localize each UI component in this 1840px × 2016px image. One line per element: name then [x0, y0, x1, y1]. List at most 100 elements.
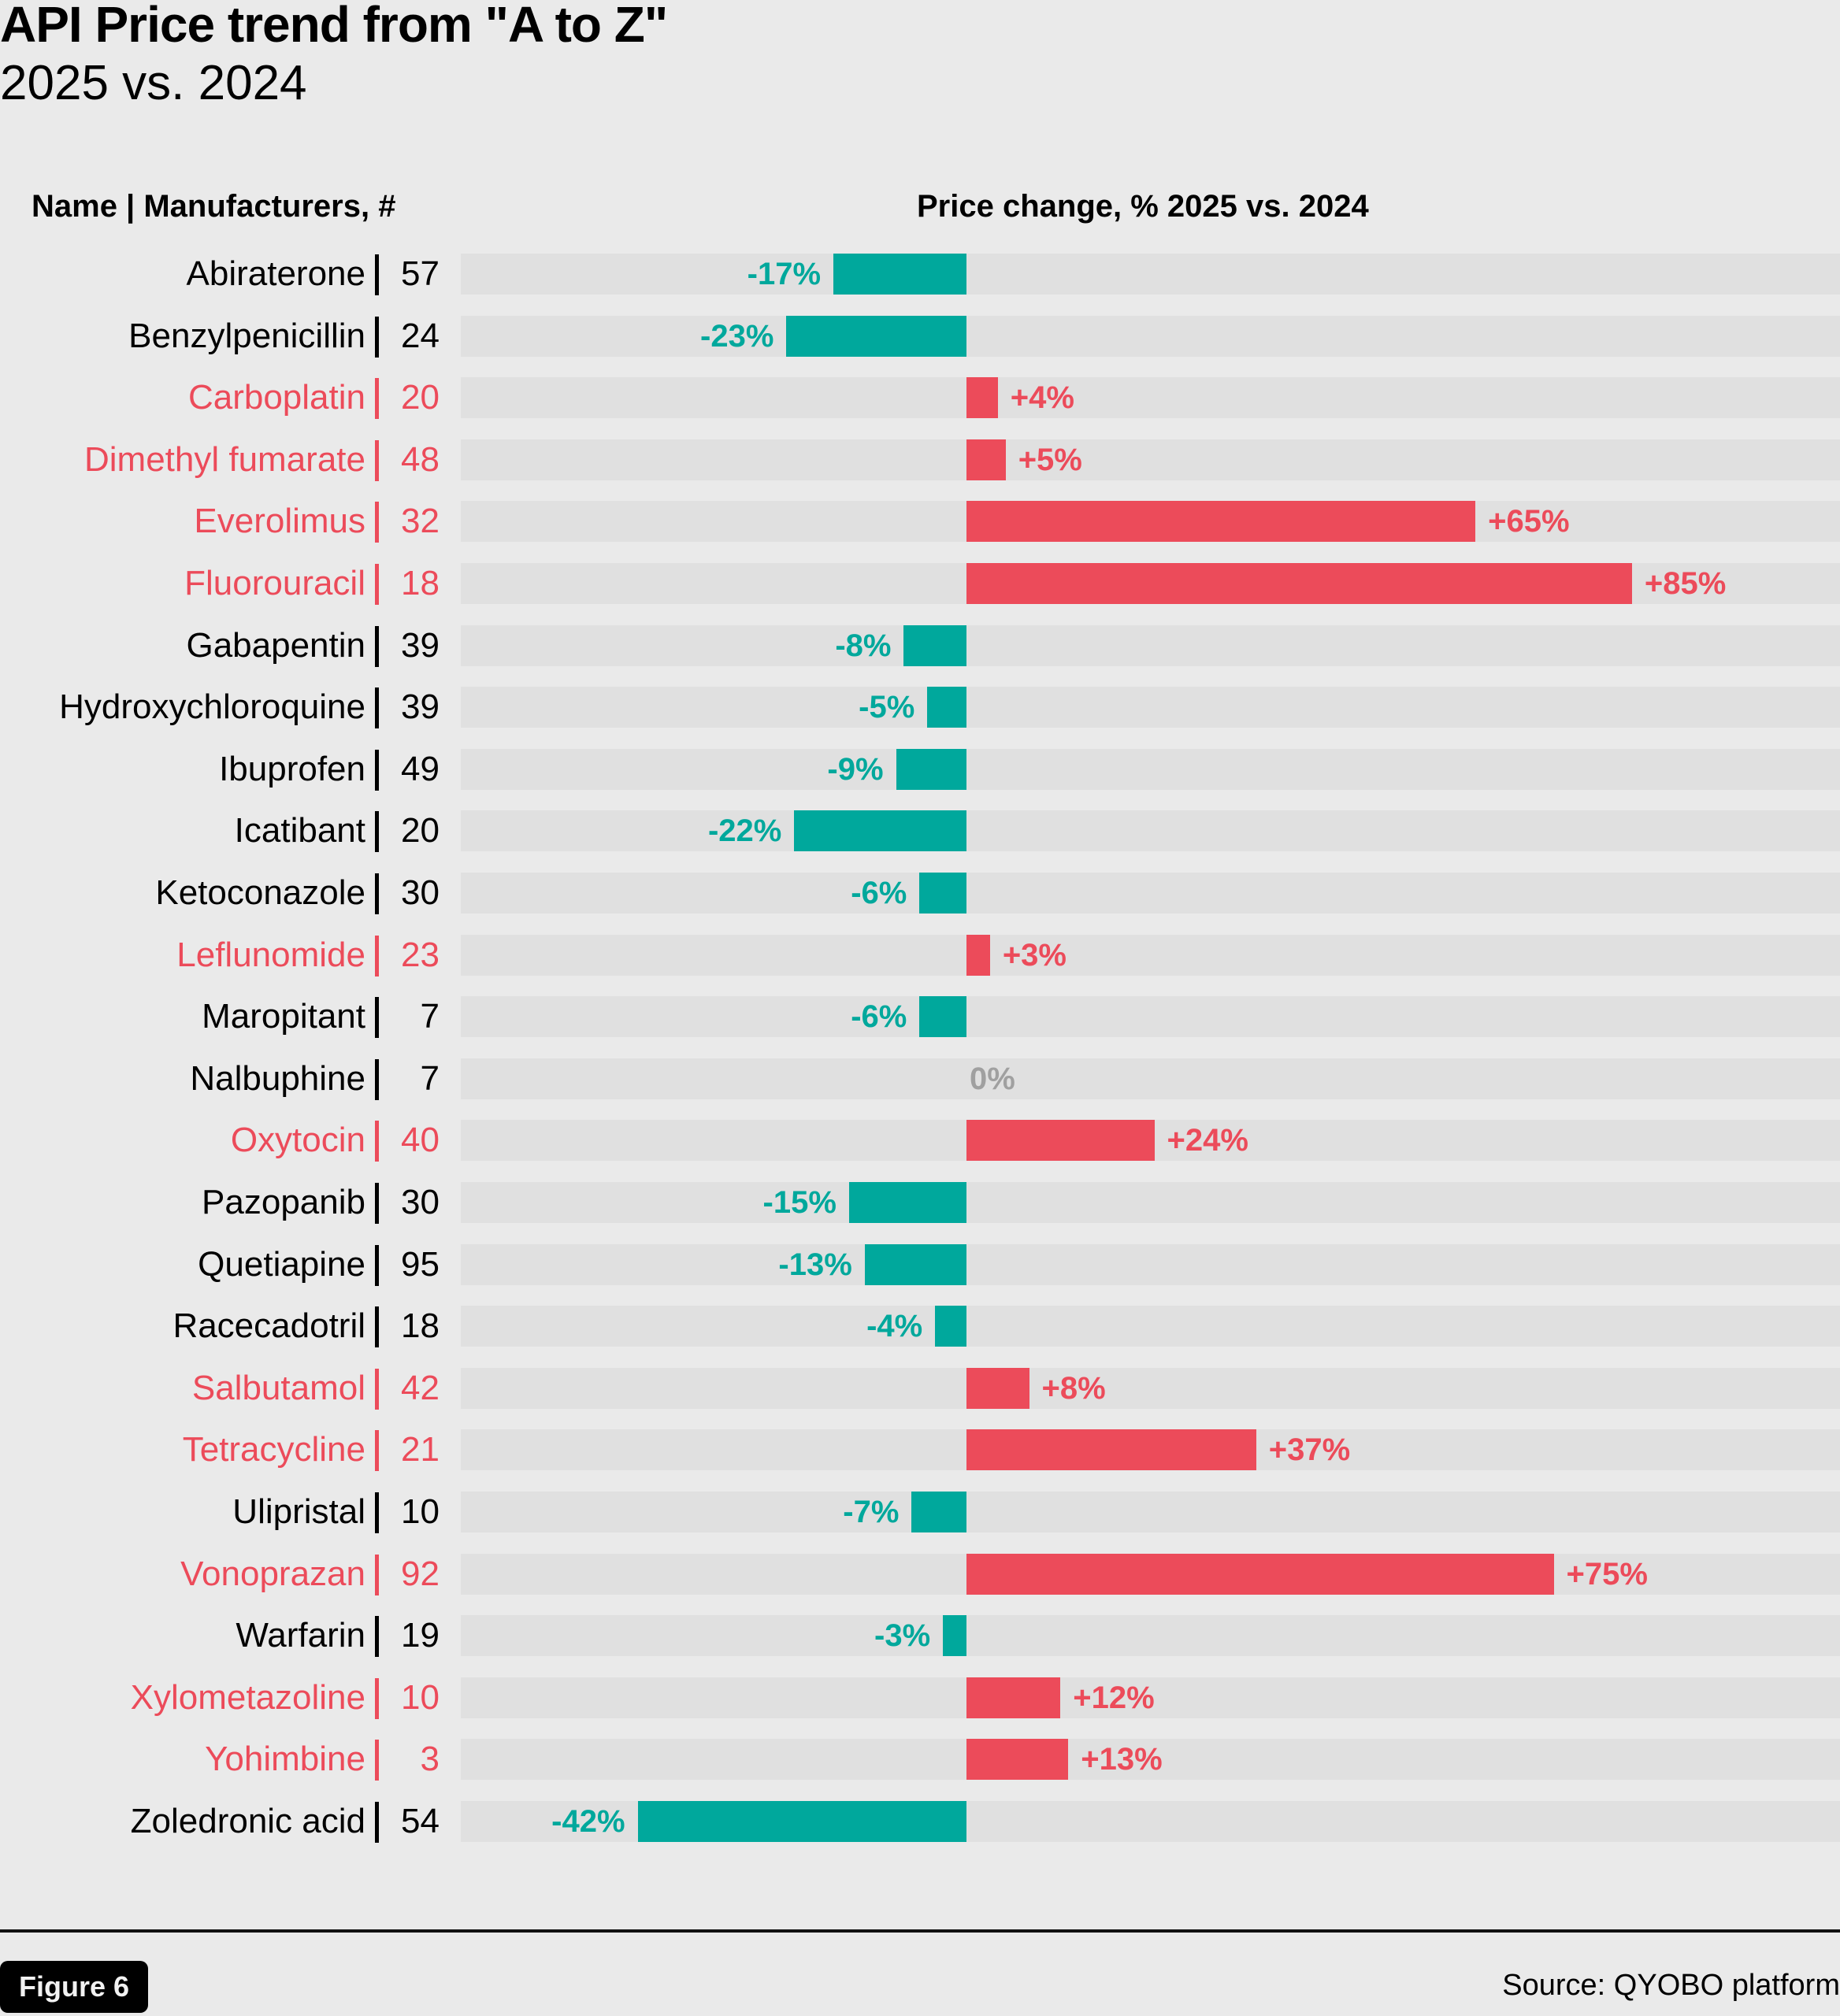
category-label: Salbutamol: [191, 1368, 365, 1407]
bar-track: [461, 1739, 1840, 1781]
label-separator: [375, 1368, 379, 1410]
label-separator: [375, 1306, 379, 1348]
value-label: +13%: [1081, 1742, 1163, 1777]
category-label: Xylometazoline: [130, 1677, 365, 1717]
bar-track: [461, 1306, 1840, 1347]
label-separator: [375, 687, 379, 729]
label-separator: [375, 625, 379, 667]
value-label: -3%: [874, 1618, 931, 1654]
category-label: Zoledronic acid: [130, 1802, 365, 1840]
label-separator: [375, 1616, 379, 1658]
manufacturer-count: 39: [401, 625, 440, 665]
label-separator: [375, 316, 379, 358]
chart-row: Abiraterone 57 -17%: [0, 254, 1840, 295]
label-separator: [375, 997, 379, 1039]
value-label: +8%: [1041, 1370, 1106, 1406]
chart-row: Oxytocin 40 +24%: [0, 1120, 1840, 1162]
manufacturer-count: 3: [420, 1740, 440, 1779]
label-separator: [375, 935, 379, 976]
decrease-bar: [794, 810, 966, 852]
manufacturer-count: 7: [420, 997, 440, 1036]
chart-row: Maropitant 7 -6%: [0, 996, 1840, 1039]
figure-badge: Figure 6: [0, 1961, 149, 2013]
category-label: Quetiapine: [198, 1244, 365, 1284]
label-separator: [375, 1121, 379, 1162]
chart-row: Pazopanib 30 -15%: [0, 1182, 1840, 1224]
chart-row: Ulipristal 10 -7%: [0, 1492, 1840, 1533]
increase-bar: [966, 1120, 1155, 1162]
label-separator: [375, 1058, 379, 1100]
manufacturer-count: 32: [401, 502, 440, 541]
value-label: +3%: [1002, 937, 1067, 973]
category-label: Warfarin: [236, 1616, 365, 1655]
manufacturer-count: 39: [401, 687, 440, 727]
value-label: -8%: [835, 628, 892, 663]
chart-row: Ibuprofen 49 -9%: [0, 748, 1840, 791]
value-label: -4%: [866, 1309, 923, 1344]
bar-track: [461, 687, 1840, 728]
category-label: Ulipristal: [232, 1492, 365, 1531]
increase-bar: [966, 377, 998, 419]
chart-row: Hydroxychloroquine 39 -5%: [0, 687, 1840, 729]
category-label: Dimethyl fumarate: [83, 439, 365, 479]
chart-row: Carboplatin 20 +4%: [0, 377, 1840, 420]
category-label: Tetracycline: [182, 1430, 365, 1469]
category-label: Maropitant: [202, 997, 365, 1036]
chart-row: Vonoprazan 92 +75%: [0, 1553, 1840, 1595]
chart-row: Quetiapine 95 -13%: [0, 1243, 1840, 1286]
value-label: -5%: [859, 690, 915, 725]
chart-row: Racecadotril 18 -4%: [0, 1306, 1840, 1348]
increase-bar: [966, 563, 1632, 604]
label-separator: [375, 873, 379, 914]
value-label: +12%: [1073, 1680, 1155, 1715]
label-separator: [375, 378, 379, 420]
category-label: Oxytocin: [230, 1121, 365, 1160]
chart-row: Everolimus 32 +65%: [0, 501, 1840, 543]
bar-track: [461, 624, 1840, 666]
bar-track: [461, 1058, 1840, 1099]
chart-row: Xylometazoline 10 +12%: [0, 1677, 1840, 1719]
label-separator: [375, 1183, 379, 1224]
category-label: Icatibant: [234, 811, 365, 850]
decrease-bar: [903, 624, 966, 666]
bar-track: [461, 315, 1840, 357]
chart-row: Fluorouracil 18 +85%: [0, 563, 1840, 605]
increase-bar: [966, 1553, 1554, 1595]
bar-track: [461, 934, 1840, 976]
value-label: +4%: [1010, 380, 1074, 416]
manufacturer-count: 30: [401, 873, 440, 912]
manufacturer-count: 40: [401, 1121, 440, 1160]
value-label: -6%: [851, 876, 907, 910]
decrease-bar: [864, 1243, 966, 1285]
chart-row: Ketoconazole 30 -6%: [0, 873, 1840, 914]
footer-divider: [0, 1929, 1840, 1933]
increase-bar: [966, 1429, 1256, 1471]
label-separator: [375, 811, 379, 853]
value-label: +5%: [1018, 442, 1082, 477]
chart-row: Nalbuphine 7 0%: [0, 1058, 1840, 1100]
value-label: +65%: [1488, 504, 1570, 539]
decrease-bar: [833, 254, 966, 295]
bar-track: [461, 1367, 1840, 1409]
increase-bar: [966, 439, 1006, 480]
bar-track: [461, 1243, 1840, 1285]
label-separator: [375, 254, 379, 295]
value-label: +37%: [1268, 1432, 1351, 1468]
value-label: -17%: [747, 257, 822, 291]
chart-row: Salbutamol 42 +8%: [0, 1367, 1840, 1410]
value-label: -15%: [762, 1185, 837, 1220]
value-label: +75%: [1566, 1556, 1648, 1592]
bar-track: [461, 873, 1840, 914]
bar-track: [461, 1182, 1840, 1223]
bar-track: [461, 254, 1840, 295]
bar-track: [461, 377, 1840, 419]
decrease-bar: [943, 1615, 966, 1657]
manufacturer-count: 20: [401, 811, 440, 850]
bar-track: [461, 1615, 1840, 1657]
value-label: -22%: [707, 813, 782, 849]
decrease-bar: [637, 1801, 966, 1842]
category-label: Racecadotril: [172, 1306, 365, 1346]
category-label: Hydroxychloroquine: [59, 687, 365, 727]
manufacturer-count: 24: [401, 316, 440, 355]
value-label: -6%: [851, 999, 907, 1035]
